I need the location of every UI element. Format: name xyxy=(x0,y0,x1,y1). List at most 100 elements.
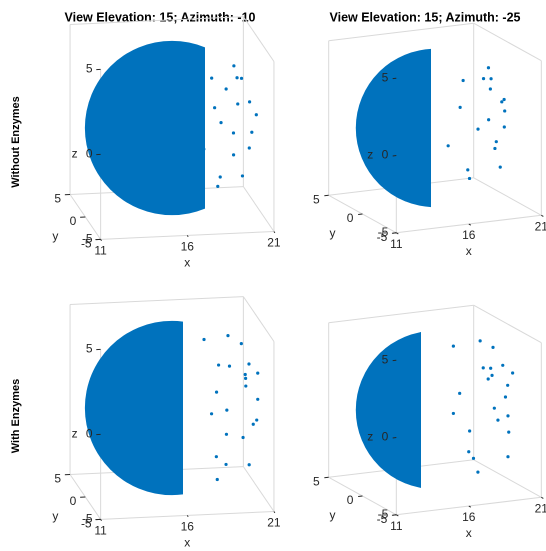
y-tick xyxy=(324,476,329,479)
point-cloud-core xyxy=(355,332,421,488)
point-cloud-core xyxy=(355,48,431,208)
x-tick xyxy=(273,511,276,514)
data-point xyxy=(254,113,258,117)
z-axis-label: z xyxy=(72,427,78,441)
y-tick-label: 0 xyxy=(347,493,354,507)
data-point xyxy=(216,184,220,188)
data-point xyxy=(202,337,206,342)
data-point xyxy=(511,371,515,375)
axes-box xyxy=(70,16,244,26)
data-point xyxy=(244,376,248,380)
x-tick-label: 11 xyxy=(390,519,403,533)
y-tick xyxy=(358,213,363,216)
z-tick-label: 5 xyxy=(86,342,93,356)
axes-box xyxy=(242,186,275,232)
data-point xyxy=(502,97,506,102)
data-point xyxy=(256,371,260,375)
data-point xyxy=(239,76,244,80)
data-point xyxy=(503,109,507,113)
z-tick-label: -5 xyxy=(82,512,93,526)
data-point xyxy=(486,66,491,70)
y-tick-label: 5 xyxy=(54,192,61,206)
data-point xyxy=(247,146,251,150)
data-point xyxy=(502,125,506,129)
x-tick-label: 16 xyxy=(181,240,195,254)
data-point xyxy=(244,384,248,388)
x-tick xyxy=(186,515,189,518)
x-tick xyxy=(468,505,472,508)
data-point xyxy=(476,470,480,474)
z-tick-label: -5 xyxy=(378,507,389,521)
data-point xyxy=(247,463,251,467)
panel-title: View Elevation: 15; Azimuth: -10 xyxy=(64,10,255,24)
axes-box xyxy=(473,304,542,344)
data-point xyxy=(496,418,500,422)
x-tick-label: 21 xyxy=(535,501,546,515)
data-point xyxy=(241,435,245,440)
data-point xyxy=(507,430,511,434)
x-tick xyxy=(100,239,102,242)
data-point xyxy=(214,455,218,459)
axes-box xyxy=(242,16,275,62)
data-point xyxy=(493,146,497,151)
data-point xyxy=(451,344,455,348)
data-point xyxy=(478,339,482,343)
x-axis-label: x xyxy=(184,536,190,550)
data-point xyxy=(476,127,480,131)
data-point xyxy=(467,176,472,181)
data-point xyxy=(506,455,510,459)
axes-box xyxy=(100,230,274,240)
axes-box xyxy=(242,466,275,512)
z-tick-label: 5 xyxy=(382,352,389,366)
x-tick xyxy=(541,214,544,217)
y-tick xyxy=(358,495,363,498)
y-axis-label: y xyxy=(329,226,335,240)
data-point xyxy=(466,168,470,172)
x-tick-label: 11 xyxy=(94,524,107,538)
row-label: With Enzymes xyxy=(10,379,22,453)
point-cloud-core xyxy=(84,40,205,216)
data-point xyxy=(251,422,255,426)
z-tick-label: 0 xyxy=(382,430,389,444)
data-point xyxy=(213,106,217,110)
y-tick-label: -5 xyxy=(377,512,388,526)
data-point xyxy=(227,364,232,368)
data-point xyxy=(467,450,471,454)
data-point xyxy=(235,76,239,80)
axes-box xyxy=(328,22,474,42)
z-tick-label: -5 xyxy=(378,225,389,239)
data-point xyxy=(255,418,259,422)
data-point xyxy=(491,345,495,349)
data-point xyxy=(215,477,219,482)
x-tick-label: 16 xyxy=(181,520,195,534)
data-point xyxy=(231,153,236,157)
y-tick xyxy=(324,194,329,197)
y-tick-label: -5 xyxy=(81,517,92,531)
data-point xyxy=(219,121,223,125)
z-tick-label: 0 xyxy=(86,147,93,161)
axes-box xyxy=(473,459,542,498)
y-axis-label: y xyxy=(52,229,58,243)
x-tick xyxy=(100,519,102,522)
x-tick xyxy=(396,514,399,517)
data-point xyxy=(224,432,229,436)
data-point xyxy=(492,406,496,410)
data-point xyxy=(446,144,450,148)
y-tick-label: 0 xyxy=(70,494,77,508)
data-point xyxy=(489,366,493,370)
data-point xyxy=(458,391,462,395)
data-point xyxy=(225,408,229,412)
y-tick-label: 5 xyxy=(54,472,61,486)
x-tick-label: 11 xyxy=(94,244,107,258)
panel-title: View Elevation: 15; Azimuth: -25 xyxy=(329,10,520,24)
data-point xyxy=(500,100,504,104)
data-point xyxy=(506,414,510,418)
x-tick xyxy=(468,223,472,226)
row-label: Without Enzymes xyxy=(10,96,22,188)
x-tick xyxy=(396,232,399,235)
y-tick-label: 5 xyxy=(313,474,320,488)
data-point xyxy=(231,131,236,135)
x-tick-label: 16 xyxy=(462,510,476,524)
data-point xyxy=(489,77,493,81)
